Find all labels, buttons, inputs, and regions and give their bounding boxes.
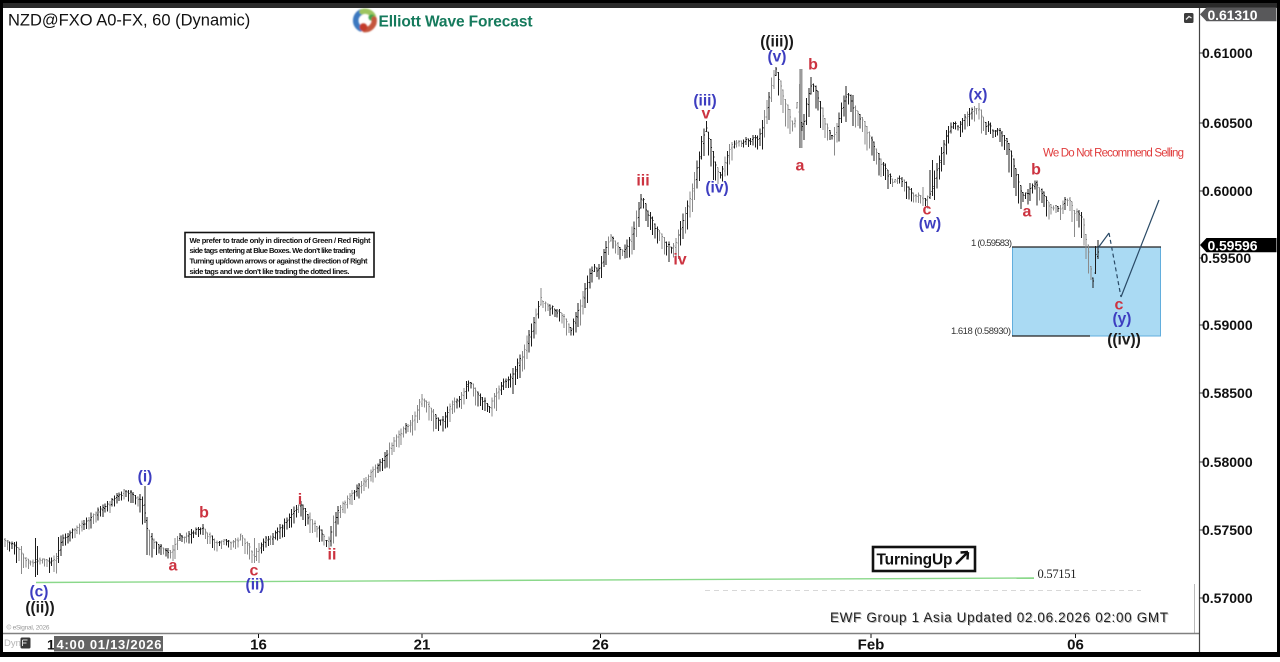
svg-text:a: a [1023, 204, 1032, 221]
svg-text:06: 06 [1067, 637, 1084, 654]
svg-text:a: a [169, 558, 178, 575]
svg-text:0.61310: 0.61310 [1208, 7, 1258, 23]
svg-text:((iii)): ((iii)) [760, 34, 794, 51]
svg-text:0.59596: 0.59596 [1208, 237, 1258, 253]
svg-text:(y): (y) [1113, 311, 1132, 328]
svg-text:b: b [808, 57, 818, 74]
svg-text:(c): (c) [30, 584, 49, 601]
svg-text:21: 21 [414, 637, 431, 654]
svg-text:0.58500: 0.58500 [1202, 385, 1253, 401]
svg-text:1.618 (0.58930): 1.618 (0.58930) [951, 326, 1011, 337]
svg-text:0.58000: 0.58000 [1202, 454, 1253, 470]
svg-text:(x): (x) [969, 87, 988, 104]
svg-text:Dyn: Dyn [4, 638, 21, 649]
svg-text:0.60500: 0.60500 [1202, 115, 1253, 131]
svg-text:0.61000: 0.61000 [1202, 45, 1253, 61]
svg-text:NZD@FXO A0-FX, 60 (Dynamic): NZD@FXO A0-FX, 60 (Dynamic) [8, 12, 250, 30]
svg-text:(iii): (iii) [693, 93, 716, 110]
svg-text:We prefer to trade only in dir: We prefer to trade only in direction of … [190, 236, 371, 245]
svg-text:Feb: Feb [858, 637, 885, 654]
svg-text:26: 26 [592, 637, 609, 654]
svg-text:(i): (i) [138, 469, 153, 486]
svg-text:1 (0.59583): 1 (0.59583) [971, 238, 1012, 249]
svg-text:EWF Group 1 Asia Updated 02.06: EWF Group 1 Asia Updated 02.06.2026 02:0… [830, 610, 1168, 625]
svg-text:We Do Not Recommend Selling: We Do Not Recommend Selling [1043, 148, 1184, 160]
svg-text:(ii): (ii) [246, 577, 265, 594]
svg-text:0.60000: 0.60000 [1202, 183, 1253, 199]
svg-text:(iv): (iv) [705, 180, 728, 197]
svg-text:((iv)): ((iv)) [1107, 332, 1141, 349]
svg-text:© eSignal, 2026: © eSignal, 2026 [7, 624, 50, 632]
svg-text:0.57500: 0.57500 [1202, 522, 1253, 538]
svg-text:b: b [1031, 162, 1041, 179]
svg-text:side tags entering at Blue Box: side tags entering at Blue Boxes. We don… [190, 246, 356, 255]
svg-text:Elliott Wave Forecast: Elliott Wave Forecast [379, 14, 533, 31]
svg-text:EWF Group 1 Asia Updated 02.06: EWF Group 1 Asia Updated 02.06.2026 02:0… [831, 611, 1169, 626]
svg-text:(w): (w) [919, 216, 941, 233]
svg-text:c: c [923, 202, 932, 219]
svg-text:iv: iv [673, 252, 686, 269]
svg-text:4:00 01/13/2026: 4:00 01/13/2026 [57, 637, 162, 652]
svg-text:iii: iii [636, 173, 649, 190]
svg-text:i: i [298, 492, 302, 509]
svg-text:0.59500: 0.59500 [1201, 250, 1252, 266]
svg-text:((ii)): ((ii)) [25, 600, 54, 617]
svg-text:a: a [796, 158, 805, 175]
svg-text:1: 1 [47, 637, 55, 653]
svg-text:b: b [199, 505, 209, 522]
svg-text:0.57000: 0.57000 [1202, 590, 1253, 606]
svg-text:c: c [1115, 297, 1124, 314]
svg-text:0.59000: 0.59000 [1202, 317, 1253, 333]
svg-text:0.57151: 0.57151 [1038, 567, 1077, 581]
svg-text:c: c [250, 563, 259, 580]
svg-text:side tags and we don’t like tr: side tags and we don’t like trading the … [190, 267, 350, 276]
svg-text:(v): (v) [768, 49, 787, 66]
svg-text:ii: ii [328, 547, 337, 564]
svg-text:TurningUp: TurningUp [877, 552, 953, 569]
svg-text:Turning up/down arrows or agai: Turning up/down arrows or against the di… [190, 257, 368, 266]
svg-text:v: v [702, 106, 711, 123]
svg-text:16: 16 [250, 637, 267, 654]
